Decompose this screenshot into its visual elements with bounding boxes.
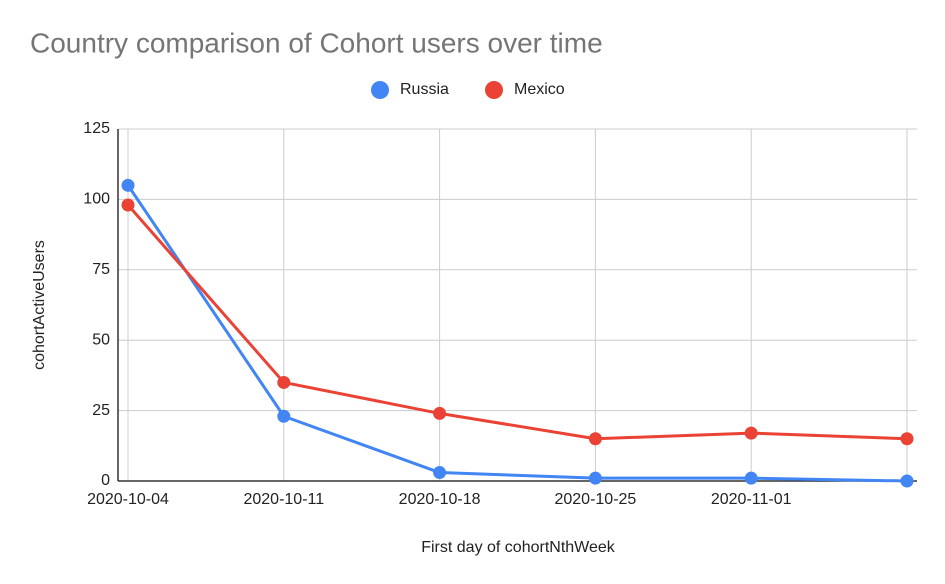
y-tick-label: 100 (83, 191, 110, 208)
legend-marker (371, 81, 389, 99)
y-tick-label: 50 (92, 331, 110, 348)
legend-label: Mexico (514, 81, 565, 98)
y-tick-label: 25 (92, 402, 110, 419)
data-point (900, 432, 914, 446)
data-point (121, 198, 135, 212)
y-tick-label: 125 (83, 120, 110, 137)
data-point (121, 178, 135, 192)
data-point (900, 474, 914, 488)
x-tick-label: 2020-10-18 (399, 491, 481, 508)
x-tick-label: 2020-10-25 (554, 491, 636, 508)
series-line (126, 204, 908, 441)
data-point (433, 406, 447, 420)
data-point (744, 426, 758, 440)
data-point (433, 466, 447, 480)
data-point (744, 471, 758, 485)
x-tick-label: 2020-11-01 (711, 491, 792, 508)
legend-label: Russia (400, 81, 449, 98)
chart-title: Country comparison of Cohort users over … (30, 27, 603, 58)
series-line (126, 184, 908, 483)
y-tick-label: 75 (92, 261, 110, 278)
legend-marker (485, 81, 503, 99)
y-tick-label: 0 (101, 472, 110, 489)
data-point (588, 432, 602, 446)
x-tick-label: 2020-10-04 (87, 491, 169, 508)
x-axis-title: First day of cohortNthWeek (421, 539, 616, 556)
data-point (277, 409, 291, 423)
x-tick-label: 2020-10-11 (243, 491, 324, 508)
data-point (277, 375, 291, 389)
y-axis-title: cohortActiveUsers (31, 240, 48, 370)
data-point (588, 471, 602, 485)
